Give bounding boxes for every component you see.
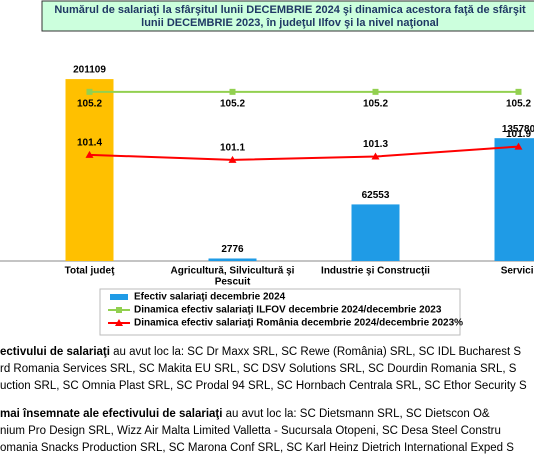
legend-swatch: [110, 294, 128, 300]
data-label: 101.9: [506, 129, 531, 140]
paragraph-line: nium Pro Design SRL, Wizz Air Malta Limi…: [0, 425, 501, 437]
marker: [228, 155, 237, 163]
legend-label: Dinamica efectiv salariaţi ILFOV decembr…: [134, 305, 442, 316]
legend-label: Efectiv salariaţi decembrie 2024: [134, 292, 286, 303]
bar: [494, 138, 534, 261]
chart-subtitle: lunii DECEMBRIE 2023, în judeţul Ilfov ş…: [141, 17, 439, 29]
data-label: 105.2: [220, 98, 245, 109]
data-label: 101.1: [220, 142, 245, 153]
chart-title: Numărul de salariaţi la sfârşitul lunii …: [54, 4, 526, 16]
data-label: 62553: [362, 190, 390, 201]
paragraph-line: mai însemnate ale efectivului de salaria…: [0, 408, 490, 420]
data-label: 135780: [502, 124, 534, 135]
line: [89, 145, 519, 161]
line-text: rd Romania Services SRL, SC Makita EU SR…: [0, 363, 517, 375]
legend-marker: [116, 307, 122, 313]
data-label: 101.3: [363, 139, 388, 150]
title-box: [41, 0, 534, 32]
legend-marker: [115, 319, 123, 326]
bar: [65, 79, 114, 261]
data-label: 201109: [73, 65, 106, 76]
marker: [229, 88, 236, 95]
marker: [515, 88, 522, 95]
paragraph-line: uction SRL, SC Omnia Plast SRL, SC Proda…: [0, 380, 527, 392]
marker: [86, 88, 93, 95]
line-text: au avut loc la: SC Dietsmann SRL, SC Die…: [222, 408, 489, 420]
data-label: 2776: [221, 244, 244, 255]
line-text: uction SRL, SC Omnia Plast SRL, SC Proda…: [0, 380, 527, 392]
x-tick-label: Pescuit: [215, 277, 251, 288]
bold-lead: mai însemnate ale efectivului de salaria…: [0, 408, 222, 420]
marker: [371, 152, 380, 160]
data-label: 105.2: [77, 98, 102, 109]
marker: [514, 142, 523, 150]
line-text: omania Snacks Production SRL, SC Marona …: [0, 442, 514, 454]
data-label: 105.2: [363, 98, 388, 109]
bar: [351, 204, 400, 261]
data-label: 105.2: [506, 98, 531, 109]
paragraph-line: ectivului de salariaţi au avut loc la: S…: [0, 346, 521, 358]
legend-box: [99, 288, 461, 336]
line-text: nium Pro Design SRL, Wizz Air Malta Limi…: [0, 425, 501, 437]
paragraph-line: omania Snacks Production SRL, SC Marona …: [0, 442, 514, 454]
legend-label: Dinamica efectiv salariaţi România decem…: [134, 318, 463, 329]
x-tick-label: Servicii: [501, 266, 534, 277]
data-label: 101.4: [77, 138, 102, 149]
x-tick-label: Total judeţ: [65, 266, 115, 277]
bar: [208, 258, 257, 261]
line-text: au avut loc la: SC Dr Maxx SRL, SC Rewe …: [110, 346, 521, 358]
marker: [372, 88, 379, 95]
bold-lead: ectivului de salariaţi: [0, 346, 110, 358]
paragraph-line: rd Romania Services SRL, SC Makita EU SR…: [0, 363, 517, 375]
marker: [85, 150, 94, 158]
x-tick-label: Industrie şi Construcţii: [321, 266, 430, 277]
x-tick-label: Agricultură, Silvicultură şi: [171, 266, 295, 277]
